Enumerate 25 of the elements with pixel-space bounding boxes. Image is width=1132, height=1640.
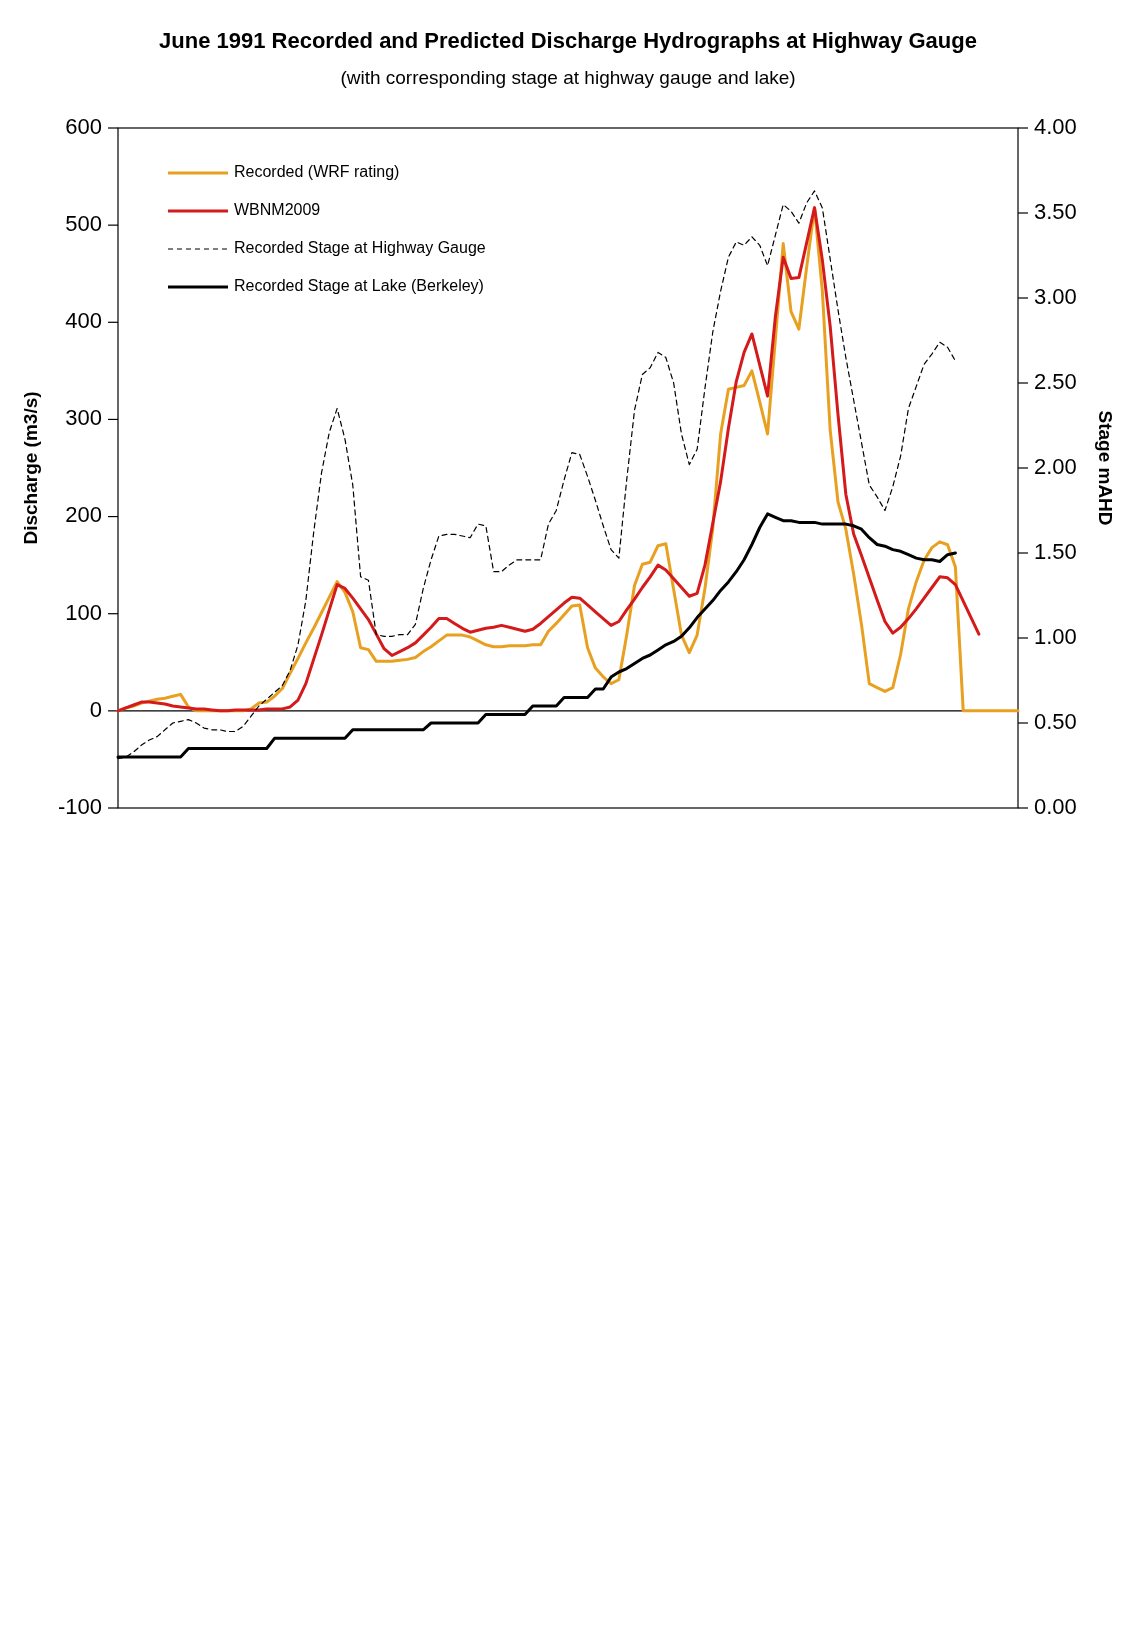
y-tick-label: 600	[65, 113, 102, 139]
y2-tick-label: 3.50	[1034, 198, 1077, 224]
y-tick-label: 500	[65, 210, 102, 236]
y2-tick-label: 2.50	[1034, 368, 1077, 394]
y2-tick-label: 1.50	[1034, 538, 1077, 564]
legend-label: Recorded Stage at Highway Gauge	[234, 239, 486, 257]
y2-tick-label: 2.00	[1034, 453, 1077, 479]
y-tick-label: 300	[65, 405, 102, 431]
y2-tick-label: 0.50	[1034, 708, 1077, 734]
y2-tick-label: 4.00	[1034, 113, 1077, 139]
y2-tick-label: 3.00	[1034, 283, 1077, 309]
chart-subtitle: (with corresponding stage at highway gauge and lake)	[340, 67, 796, 88]
legend-label: WBNM2009	[234, 201, 321, 219]
y-axis-title: Discharge (m3/s)	[20, 391, 42, 545]
legend-label: Recorded (WRF rating)	[234, 163, 400, 181]
legend-label: Recorded Stage at Lake (Berkeley)	[234, 277, 484, 295]
y-tick-label: 400	[65, 308, 102, 334]
y2-tick-label: 0.00	[1034, 793, 1077, 819]
y-tick-label: 200	[65, 502, 102, 528]
y-tick-label: 0	[89, 696, 102, 722]
y-tick-label: -100	[57, 793, 102, 819]
y-tick-label: 100	[65, 599, 102, 625]
chart-title: June 1991 Recorded and Predicted Discharge Hydrographs at Highway Gauge	[159, 28, 977, 53]
y2-tick-label: 1.00	[1034, 623, 1077, 649]
y2-axis-title: Stage mAHD	[1094, 410, 1116, 526]
